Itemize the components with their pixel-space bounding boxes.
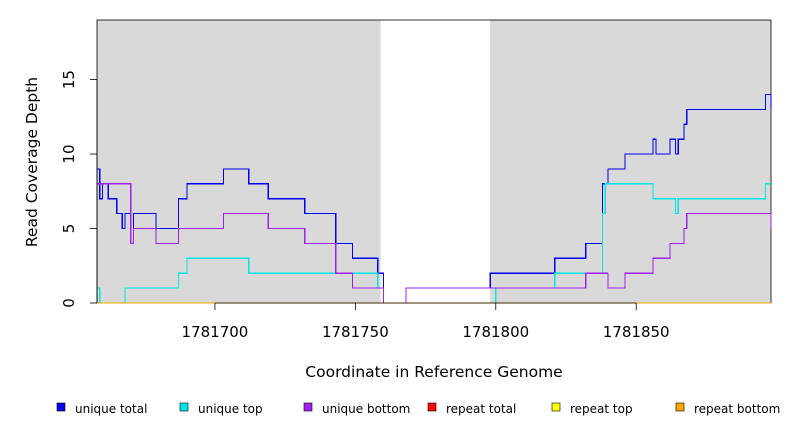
legend-swatch-unique-bottom (303, 402, 313, 412)
y-axis: 0 5 10 15 (60, 70, 98, 308)
x-axis-title: Coordinate in Reference Genome (305, 363, 562, 381)
legend-swatch-repeat-bottom (675, 402, 685, 412)
x-axis: 1781700 1781750 1781800 1781850 (182, 302, 670, 341)
y-tick-label: 10 (60, 145, 78, 164)
legend-label-repeat-bottom: repeat bottom (694, 402, 780, 416)
x-tick-label: 1781750 (322, 323, 389, 341)
legend-label-repeat-top: repeat top (570, 402, 633, 416)
series-line-unique-total (97, 93, 772, 304)
y-tick-label: 5 (60, 224, 78, 234)
legend-label-unique-top: unique top (198, 402, 263, 416)
legend-label-unique-bottom: unique bottom (322, 402, 410, 416)
legend-label-unique-total: unique total (75, 402, 147, 416)
legend: unique total unique top unique bottom repea… (56, 402, 780, 416)
y-tick-label: 15 (60, 70, 78, 89)
legend-swatch-repeat-total (427, 402, 437, 412)
y-axis-title: Read Coverage Depth (23, 77, 41, 247)
y-tick-label: 0 (60, 298, 78, 308)
shaded-region-0 (97, 20, 381, 303)
x-tick-label: 1781850 (603, 323, 670, 341)
legend-swatch-unique-total (56, 402, 66, 412)
series-lines (97, 93, 772, 304)
series-line-unique-bottom (97, 183, 772, 304)
legend-swatch-repeat-top (551, 402, 561, 412)
shaded-region-1 (490, 20, 771, 303)
legend-label-repeat-total: repeat total (446, 402, 516, 416)
x-tick-label: 1781800 (462, 323, 529, 341)
shaded-regions (97, 20, 771, 303)
legend-swatch-unique-top (179, 402, 189, 412)
x-tick-label: 1781700 (182, 323, 249, 341)
